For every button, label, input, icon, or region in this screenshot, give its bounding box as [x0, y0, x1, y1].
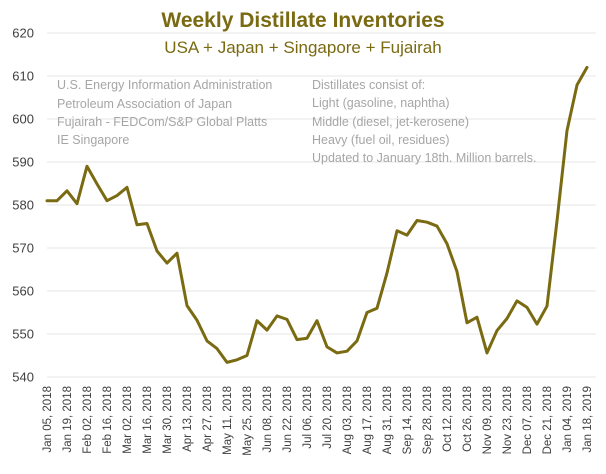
y-tick-label: 540 [12, 370, 34, 385]
source-note-1: U.S. Energy Information Administration [57, 78, 272, 92]
y-tick-label: 570 [12, 241, 34, 256]
x-tick-label: Nov 23, 2018 [502, 386, 514, 454]
x-axis-ticks: Jan 05, 2018 Jan 19, 2018 Feb 02, 2018 Feb … [42, 386, 594, 456]
y-tick-label: 580 [12, 198, 34, 213]
source-notes: U.S. Energy Information Administration P… [57, 78, 272, 147]
y-tick-label: 550 [12, 327, 34, 342]
y-tick-label: 590 [12, 155, 34, 170]
series-layer [45, 65, 589, 364]
x-tick-label: Aug 03, 2018 [342, 386, 354, 454]
gridlines [47, 32, 596, 378]
x-tick-label: Jan 18, 2019 [582, 386, 594, 453]
x-tick-label: Dec 21, 2018 [542, 386, 554, 454]
x-tick-label: Apr 13, 2018 [182, 386, 194, 452]
x-tick-label: May 25, 2018 [242, 386, 254, 456]
x-tick-label: Jul 20, 2018 [322, 386, 334, 449]
definition-note-1: Distillates consist of: [312, 78, 425, 92]
x-tick-label: Sep 14, 2018 [402, 386, 414, 454]
y-tick-label: 600 [12, 112, 34, 127]
definition-note-3: Middle (diesel, jet-kerosene) [312, 115, 469, 129]
x-tick-label: Feb 16, 2018 [102, 386, 114, 454]
x-tick-label: Mar 16, 2018 [142, 386, 154, 454]
definition-notes: Distillates consist of: Light (gasoline,… [312, 78, 536, 165]
x-tick-label: Apr 27, 2018 [202, 386, 214, 452]
x-tick-label: Mar 02, 2018 [122, 386, 134, 454]
y-axis-ticks: 540 550 560 570 580 590 600 610 620 [12, 26, 34, 385]
x-tick-label: Jan 04, 2019 [562, 386, 574, 453]
x-tick-label: Nov 09, 2018 [482, 386, 494, 454]
chart-subtitle: USA + Japan + Singapore + Fujairah [164, 38, 441, 57]
x-tick-label: Aug 17, 2018 [362, 386, 374, 454]
definition-note-5: Updated to January 18th. Million barrels… [312, 151, 536, 165]
x-tick-label: Mar 30, 2018 [162, 386, 174, 454]
x-tick-label: Feb 02, 2018 [82, 386, 94, 454]
series-line [45, 65, 589, 364]
y-tick-label: 560 [12, 284, 34, 299]
x-tick-label: Oct 12, 2018 [442, 386, 454, 452]
source-note-4: IE Singapore [57, 133, 129, 147]
x-tick-label: May 11, 2018 [222, 386, 234, 455]
x-tick-label: Jan 19, 2018 [62, 386, 74, 453]
source-note-3: Fujairah - FEDCom/S&P Global Platts [57, 115, 267, 129]
x-tick-label: Sep 28, 2018 [422, 386, 434, 454]
y-tick-label: 610 [12, 69, 34, 84]
x-tick-label: Jun 22, 2018 [282, 386, 294, 453]
x-tick-label: Jun 08, 2018 [262, 386, 274, 453]
chart-title: Weekly Distillate Inventories [161, 9, 444, 32]
definition-note-2: Light (gasoline, naphtha) [312, 96, 450, 110]
y-tick-label: 620 [12, 26, 34, 41]
x-tick-label: Jan 05, 2018 [42, 386, 54, 453]
definition-note-4: Heavy (fuel oil, residues) [312, 133, 450, 147]
x-tick-label: Aug 31, 2018 [382, 386, 394, 454]
x-tick-label: Oct 26, 2018 [462, 386, 474, 452]
x-tick-label: Dec 07, 2018 [522, 386, 534, 454]
source-note-2: Petroleum Association of Japan [57, 97, 232, 111]
x-tick-label: Jul 06, 2018 [302, 386, 314, 449]
